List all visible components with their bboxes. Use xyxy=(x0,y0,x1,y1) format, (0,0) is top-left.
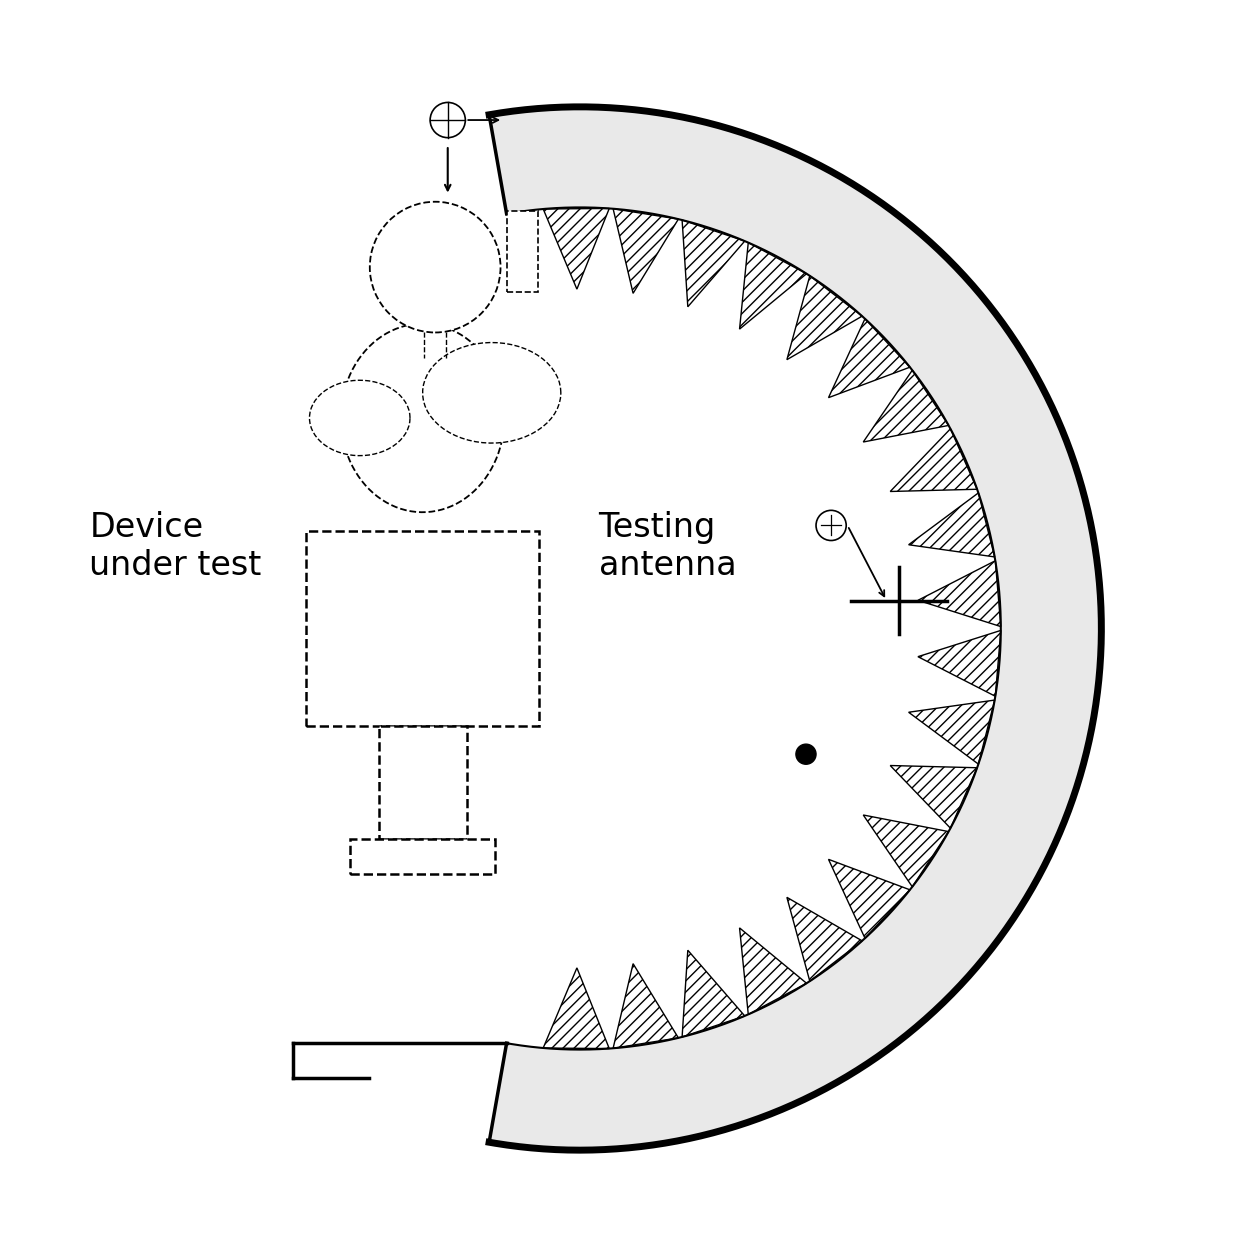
Polygon shape xyxy=(740,243,806,329)
Text: Device
under test: Device under test xyxy=(89,512,262,582)
Circle shape xyxy=(816,510,847,541)
Polygon shape xyxy=(891,429,976,491)
Polygon shape xyxy=(891,766,976,828)
Bar xyxy=(378,727,466,840)
Polygon shape xyxy=(829,319,910,397)
Polygon shape xyxy=(614,209,678,293)
Polygon shape xyxy=(788,897,862,982)
Polygon shape xyxy=(341,324,504,512)
Polygon shape xyxy=(489,107,1101,1150)
Bar xyxy=(306,532,539,727)
Text: Testing
antenna: Testing antenna xyxy=(598,512,736,582)
Polygon shape xyxy=(682,220,745,307)
Bar xyxy=(350,840,495,875)
Polygon shape xyxy=(310,381,410,455)
Polygon shape xyxy=(908,700,994,764)
Polygon shape xyxy=(543,209,610,289)
Polygon shape xyxy=(863,815,949,886)
Polygon shape xyxy=(919,631,1000,696)
Polygon shape xyxy=(682,950,745,1037)
Polygon shape xyxy=(788,275,862,360)
Polygon shape xyxy=(908,493,994,557)
Circle shape xyxy=(796,744,816,764)
Circle shape xyxy=(369,202,500,333)
Polygon shape xyxy=(740,928,806,1014)
Polygon shape xyxy=(543,968,610,1048)
Polygon shape xyxy=(829,860,910,938)
Polygon shape xyxy=(919,561,1000,626)
Circle shape xyxy=(430,103,465,137)
Bar xyxy=(507,211,538,293)
Polygon shape xyxy=(422,343,561,442)
Polygon shape xyxy=(614,964,678,1048)
Polygon shape xyxy=(863,371,949,442)
